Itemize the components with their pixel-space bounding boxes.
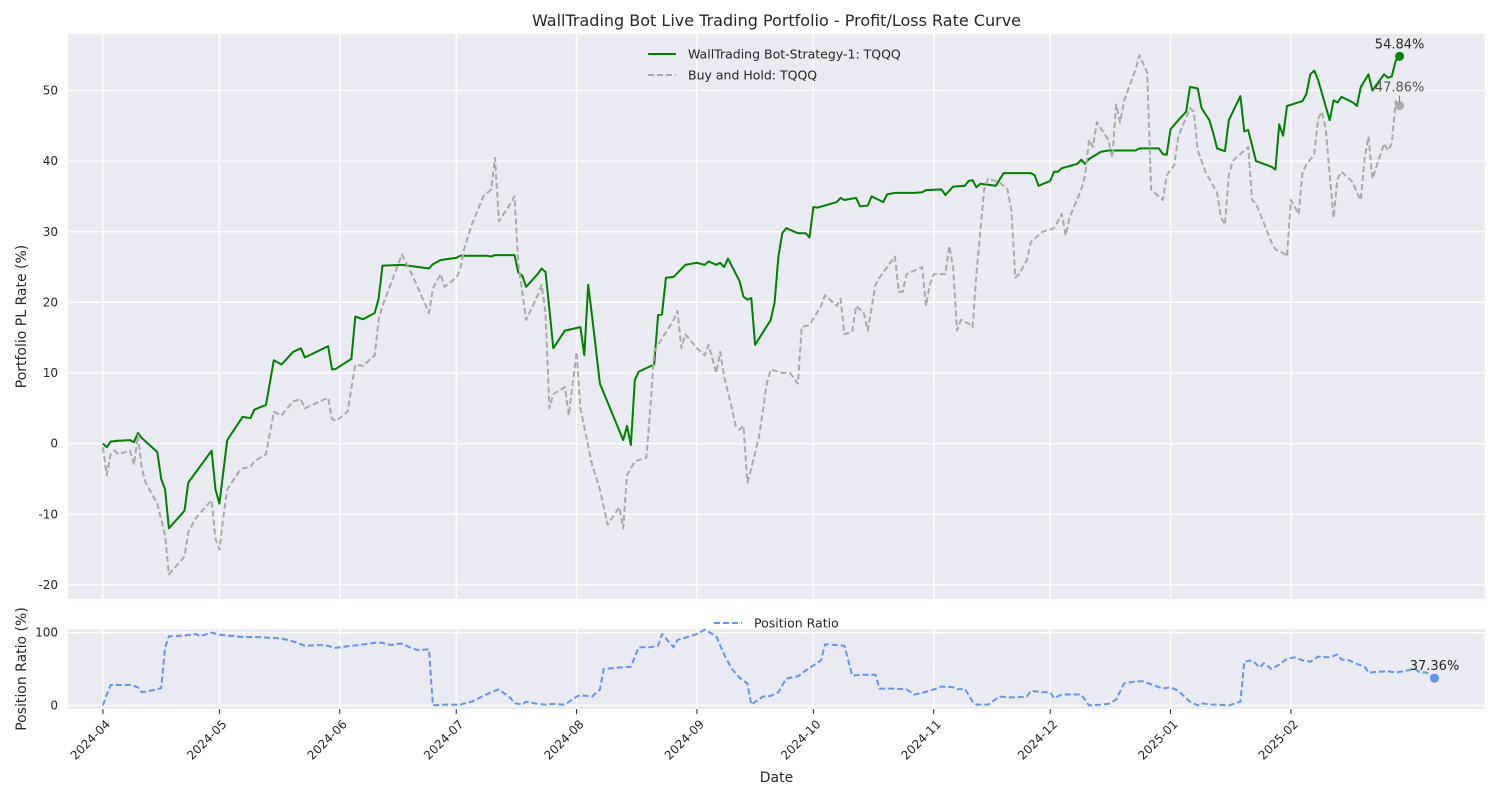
- end-marker-0-0: [1395, 51, 1405, 61]
- y-tick-label: 0: [50, 698, 58, 712]
- chart-title: WallTrading Bot Live Trading Portfolio -…: [532, 11, 1021, 30]
- plot-area-1: [68, 629, 1485, 709]
- x-tick-label: 2024-10: [778, 717, 823, 762]
- legend-entry: Position Ratio: [754, 616, 839, 631]
- y-tick-label: -20: [38, 578, 58, 592]
- x-tick-label: 2024-07: [421, 717, 466, 762]
- x-tick-label: 2024-04: [68, 717, 113, 762]
- y-axis-label: Portfolio PL Rate (%): [14, 245, 30, 389]
- y-tick-label: -10: [38, 507, 58, 521]
- x-tick-label: 2024-11: [898, 717, 943, 762]
- series-line-1-0: [101, 628, 1436, 707]
- panel-0: -20 -10 0 10 20 30 40 50 Portfolio PL Rate (%) 54…: [14, 34, 1485, 599]
- panel-1: 0 100 Position Ratio (%) 37.36% Position Rat…: [14, 607, 1485, 731]
- end-value-label: 47.86%: [1375, 81, 1425, 96]
- y-tick-label: 10: [43, 366, 58, 380]
- legend-1: Position Ratio: [714, 616, 839, 631]
- legend-entry: Buy and Hold: TQQQ: [688, 68, 817, 83]
- series-line-0-1: [101, 54, 1401, 576]
- series-line-0-0: [102, 55, 1401, 530]
- y-tick-label: 100: [35, 626, 58, 640]
- y-axis-label: Position Ratio (%): [14, 607, 30, 731]
- x-tick-label: 2025-02: [1256, 717, 1301, 762]
- end-marker-1-0: [1430, 673, 1440, 683]
- y-tick-label: 20: [43, 295, 58, 309]
- x-tick-label: 2024-08: [541, 717, 586, 762]
- y-tick-label: 40: [43, 154, 58, 168]
- x-tick-label: 2024-05: [184, 717, 229, 762]
- x-axis-label: Date: [760, 770, 793, 786]
- end-marker-0-1: [1395, 101, 1405, 111]
- legend-entry: WallTrading Bot-Strategy-1: TQQQ: [688, 47, 901, 62]
- x-tick-label: 2024-09: [662, 717, 707, 762]
- legend-0: WallTrading Bot-Strategy-1: TQQQ Buy and …: [648, 47, 901, 83]
- x-tick-label: 2025-01: [1135, 717, 1180, 762]
- y-tick-label: 0: [50, 437, 58, 451]
- plot-area-0: [68, 34, 1485, 599]
- y-tick-label: 30: [43, 225, 58, 239]
- end-value-label: 54.84%: [1375, 37, 1425, 52]
- x-tick-label: 2024-06: [305, 717, 350, 762]
- y-tick-label: 50: [43, 84, 58, 98]
- end-value-label: 37.36%: [1410, 659, 1460, 674]
- x-tick-label: 2024-12: [1015, 717, 1060, 762]
